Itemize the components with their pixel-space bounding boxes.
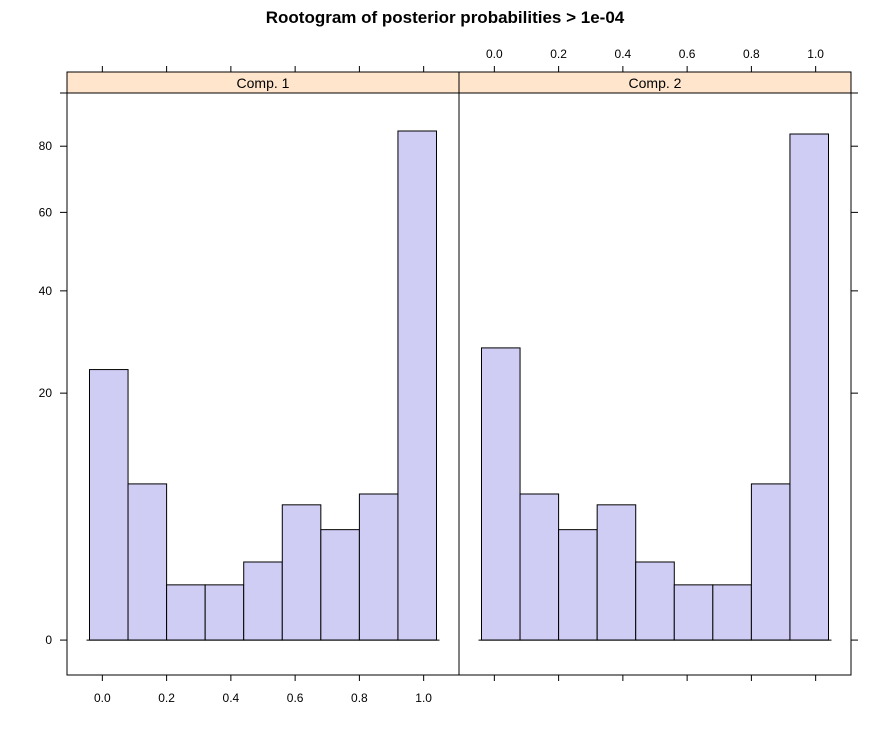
y-tick-label: 20	[39, 386, 53, 400]
x-tick-label: 0.6	[679, 47, 696, 61]
strip-label-panel-2: Comp. 2	[629, 75, 682, 91]
x-tick-label: 0.4	[615, 47, 632, 61]
bar-panel-2-bin-6	[673, 584, 714, 641]
bar-panel-1-bin-1	[88, 369, 129, 641]
bar-panel-1-bin-3	[166, 584, 206, 641]
x-tick-label: 1.0	[807, 47, 824, 61]
bar-panel-1-bin-2	[127, 483, 168, 641]
panels-layer: Comp. 1 0.0 0.2 0.4 0.6 0.8 1.0 Comp. 2 0.0 0.2 0.…	[39, 47, 858, 705]
bar-panel-1-bin-7	[320, 529, 360, 641]
bar-panel-1-bin-4	[204, 584, 245, 641]
y-tick-label: 40	[39, 284, 53, 298]
x-tick-label: 0.8	[351, 691, 368, 705]
x-tick-label: 0.0	[486, 47, 503, 61]
panel-frame-2	[458, 92, 852, 676]
chart-title: Rootogram of posterior probabilities > 1…	[266, 8, 625, 27]
strip-label-panel-1: Comp. 1	[237, 75, 290, 91]
bar-panel-2-bin-9	[789, 133, 830, 641]
bar-panel-1-bin-9	[397, 130, 438, 641]
x-tick-label: 0.2	[550, 47, 567, 61]
panel-2: Comp. 2 0.0 0.2 0.4 0.6 0.8 1.0	[458, 47, 852, 681]
y-tick-label: 60	[39, 205, 53, 219]
x-tick-label: 0.4	[223, 691, 240, 705]
bar-panel-1-bin-5	[243, 561, 283, 641]
panel-1: Comp. 1 0.0 0.2 0.4 0.6 0.8 1.0	[66, 66, 460, 705]
y-tick-label: 80	[39, 139, 53, 153]
x-tick-label: 0.6	[287, 691, 304, 705]
bar-panel-2-bin-3	[558, 529, 598, 641]
bar-panel-2-bin-4	[596, 504, 637, 641]
bar-panel-2-bin-7	[712, 584, 752, 641]
bar-panel-1-bin-8	[358, 493, 399, 641]
x-tick-label: 0.2	[158, 691, 175, 705]
bar-panel-2-bin-8	[750, 483, 791, 641]
y-tick-label: 0	[45, 633, 52, 647]
y-axis: 0 20 40 60 80	[39, 92, 858, 647]
bar-panel-1-bin-6	[281, 504, 322, 641]
bar-panel-2-bin-1	[480, 347, 521, 641]
x-tick-label: 0.0	[94, 691, 111, 705]
x-tick-label: 1.0	[415, 691, 432, 705]
bar-panel-2-bin-2	[519, 493, 560, 641]
bar-panel-2-bin-5	[635, 561, 675, 641]
x-tick-label: 0.8	[743, 47, 760, 61]
